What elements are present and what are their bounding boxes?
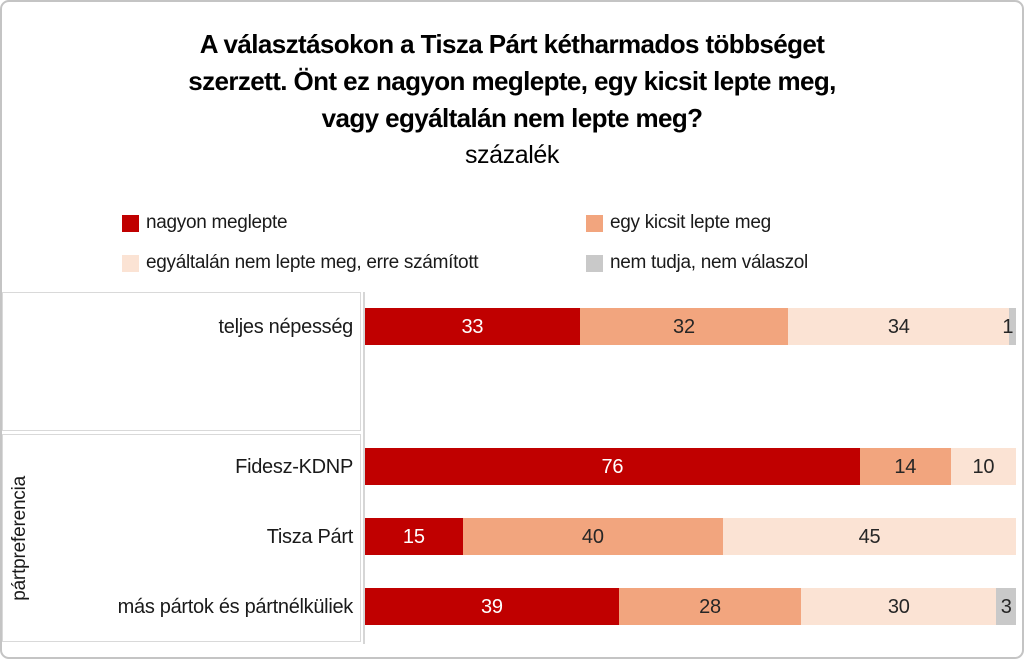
legend-item: nem tudja, nem válaszol: [586, 252, 808, 274]
category-label: Tisza Párt: [266, 526, 354, 548]
bar-row: 39 28 30 3: [365, 588, 1016, 625]
bar-value-label: 39: [481, 595, 503, 618]
category-label: Fidesz-KDNP: [235, 456, 353, 478]
legend-label: nem tudja, nem válaszol: [610, 252, 808, 273]
bar-value-label: 30: [887, 595, 910, 618]
legend-swatch-icon: [122, 254, 139, 272]
legend-label: nagyon meglepte: [146, 212, 288, 233]
plot-area: pártpreferencia teljes népesség Fidesz-KD…: [2, 292, 1016, 644]
chart-title-line-1: A választásokon a Tisza Párt kétharmados…: [199, 29, 825, 59]
legend-item: nagyon meglepte: [122, 212, 288, 234]
bar-segment: 33: [365, 308, 580, 345]
chart-title-line-3: vagy egyáltalán nem lepte meg?: [321, 103, 703, 133]
chart-subtitle: százalék: [464, 141, 560, 169]
category-group-box-total: [2, 292, 361, 431]
bar-segment: 45: [723, 518, 1016, 555]
chart-title-line-2: szerzett. Önt ez nagyon meglepte, egy ki…: [188, 66, 836, 96]
bar-row: 33 32 34 1: [365, 308, 1016, 345]
legend-label: egyáltalán nem lepte meg, erre számított: [146, 252, 479, 273]
legend-swatch-icon: [586, 214, 603, 232]
group-axis-label: pártpreferencia: [9, 475, 30, 601]
bar-value-label: 45: [858, 525, 881, 548]
bar-segment: 76: [365, 448, 860, 485]
bar-segment: 1: [1002, 308, 1016, 345]
bar-segment: 14: [859, 448, 951, 485]
bar-segment: 34: [788, 308, 1010, 345]
category-label: más pártok és pártnélküliek: [117, 596, 354, 618]
bar-segment: 40: [462, 518, 724, 555]
bar-value-label: 28: [699, 595, 721, 618]
bar-value-label: 34: [887, 315, 910, 338]
bar-row: 76 14 10: [365, 448, 1016, 485]
bar-value-label: 14: [894, 455, 917, 478]
chart-title-block: A választásokon a Tisza Párt kétharmados…: [2, 26, 1022, 173]
bar-value-label: 32: [673, 315, 695, 338]
legend-item: egy kicsit lepte meg: [586, 212, 771, 234]
category-group-box-partpreference: [2, 434, 361, 642]
bar-segment: 3: [996, 588, 1016, 625]
bar-value-label: 76: [601, 455, 624, 478]
bar-value-label: 10: [972, 455, 995, 478]
bar-segment: 10: [950, 448, 1016, 485]
bar-value-label: 33: [461, 315, 484, 338]
group-axis-label-wrap: pártpreferencia: [6, 434, 34, 642]
legend-item: egyáltalán nem lepte meg, erre számított: [122, 252, 479, 274]
bar-value-label: 1: [1002, 315, 1014, 338]
bar-value-label: 3: [1000, 595, 1012, 618]
bar-segment: 15: [365, 518, 463, 555]
bar-value-label: 15: [402, 525, 425, 548]
bar-value-label: 40: [581, 525, 604, 548]
legend-label: egy kicsit lepte meg: [610, 212, 771, 233]
bar-segment: 28: [618, 588, 802, 625]
legend-swatch-icon: [586, 254, 603, 272]
bar-segment: 32: [579, 308, 789, 345]
category-axis: pártpreferencia teljes népesség Fidesz-KD…: [2, 292, 363, 644]
bars-area: 33 32 34 1 76 14 10 15 40 45 39 28 30 3: [363, 292, 1016, 644]
bar-segment: 39: [365, 588, 619, 625]
legend-swatch-icon: [122, 214, 139, 232]
bar-row: 15 40 45: [365, 518, 1016, 555]
category-label: teljes népesség: [218, 316, 354, 338]
bar-segment: 30: [801, 588, 997, 625]
